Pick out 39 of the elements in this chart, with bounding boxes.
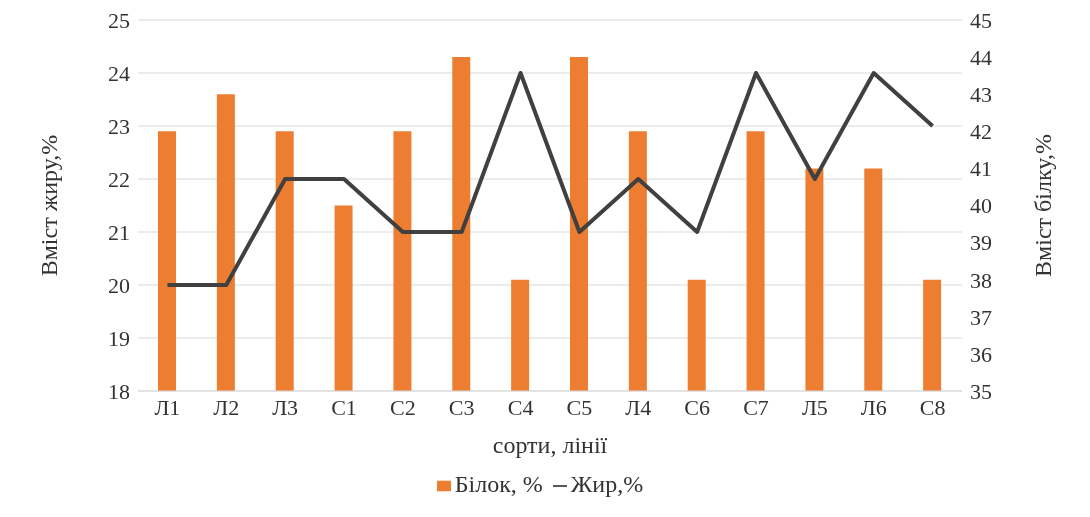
- y2-tick-label: 42: [970, 119, 992, 145]
- y2-tick-label: 43: [970, 82, 992, 108]
- legend-label: Білок, %: [454, 471, 543, 497]
- y2-axis-title: Вміст білку,%: [1029, 134, 1056, 277]
- x-tick-label: С1: [331, 394, 357, 420]
- y2-tick-label: 40: [970, 193, 992, 219]
- y-tick-label: 21: [108, 219, 130, 245]
- y2-tick-label: 41: [970, 156, 992, 182]
- legend-label: Жир,%: [570, 471, 644, 497]
- y-tick-label: 18: [108, 378, 130, 404]
- x-tick-label: С5: [566, 394, 593, 420]
- y-tick-label: 20: [108, 272, 130, 298]
- x-tick-label: С6: [684, 394, 710, 420]
- x-tick-label: Л4: [625, 394, 652, 420]
- x-tick-label: Л2: [213, 394, 240, 420]
- x-tick-label: С7: [743, 394, 769, 420]
- y2-tick-label: 37: [970, 304, 992, 330]
- y-tick-label: 19: [108, 325, 130, 351]
- x-tick-label: Л3: [272, 394, 299, 420]
- x-tick-label: Л5: [801, 394, 828, 420]
- y2-tick-label: 39: [970, 230, 992, 256]
- x-tick-label: С8: [919, 394, 946, 420]
- y2-tick-label: 35: [970, 378, 992, 404]
- x-tick-label: С2: [390, 394, 416, 420]
- x-axis-title: сорти, лінії: [492, 432, 608, 458]
- y2-tick-label: 36: [970, 341, 992, 367]
- y2-tick-label: 44: [970, 44, 992, 70]
- y2-tick-label: 45: [970, 7, 992, 33]
- y2-tick-label: 38: [970, 267, 992, 293]
- x-tick-label: Л1: [154, 394, 181, 420]
- y-tick-label: 23: [108, 113, 130, 139]
- x-tick-label: Л6: [860, 394, 887, 420]
- x-tick-label: С4: [507, 394, 534, 420]
- line-series: [165, 71, 935, 287]
- y-tick-label: 25: [108, 7, 130, 33]
- y-tick-label: 22: [108, 166, 130, 192]
- y-axis-title: Вміст жиру,%: [35, 134, 62, 277]
- y-tick-label: 24: [108, 60, 130, 86]
- x-tick-label: С3: [448, 394, 475, 420]
